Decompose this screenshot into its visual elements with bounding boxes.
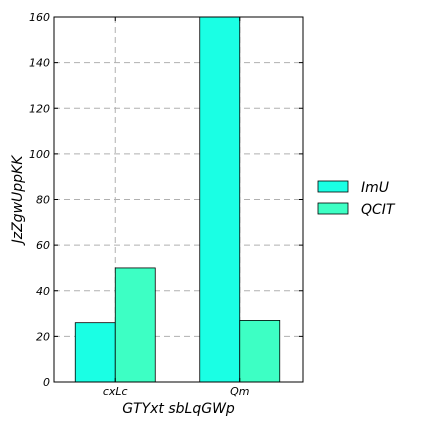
y-tick-label: 0 [43, 376, 50, 389]
y-tick-label: 40 [36, 285, 50, 298]
y-tick-label: 140 [29, 57, 50, 70]
y-axis-label: JzZgwUppKK [10, 154, 26, 247]
bar-ImU-Qm [200, 17, 240, 382]
x-axis-label: GTYxt sbLqGWp [122, 401, 235, 417]
legend-label: ImU [361, 180, 389, 196]
y-tick-label: 160 [29, 11, 50, 24]
bar-ImU-cxLc [75, 323, 115, 382]
x-tick-label: cxLc [103, 385, 128, 398]
bar-QCIT-Qm [240, 320, 280, 382]
y-tick-label: 60 [36, 239, 50, 252]
legend-swatch [318, 203, 348, 214]
y-tick-label: 100 [29, 148, 50, 161]
y-tick-label: 120 [29, 102, 50, 115]
bar-QCIT-cxLc [115, 268, 155, 382]
legend-swatch [318, 181, 348, 192]
legend-label: QCIT [361, 202, 396, 218]
y-tick-label: 20 [36, 330, 50, 343]
legend: ImU QCIT [318, 180, 396, 218]
y-tick-label: 80 [36, 194, 50, 207]
x-tick-label: Qm [230, 385, 249, 398]
